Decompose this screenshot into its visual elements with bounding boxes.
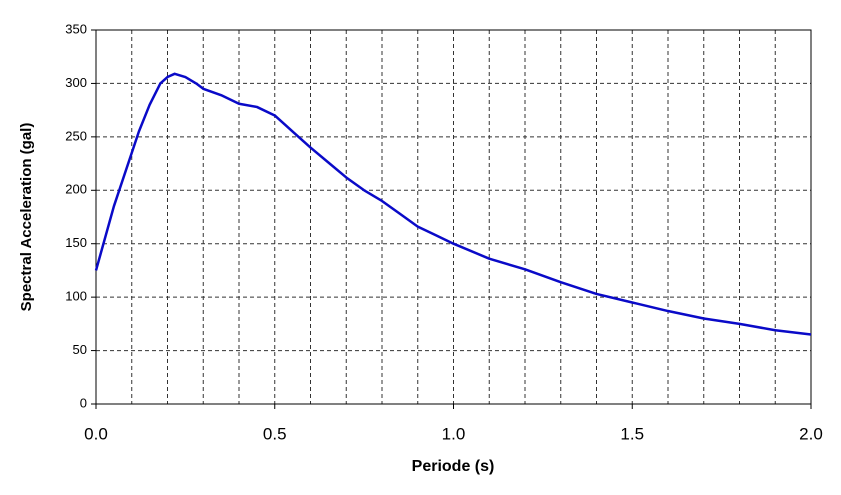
y-tick-label: 100	[65, 289, 87, 304]
y-tick-label: 300	[65, 75, 87, 90]
y-tick-label: 50	[73, 342, 87, 357]
y-tick-label: 350	[65, 21, 87, 36]
x-tick-label: 0.5	[263, 424, 287, 443]
y-tick-label: 250	[65, 128, 87, 143]
x-tick-label: 1.5	[620, 424, 644, 443]
x-tick-label: 1.0	[442, 424, 466, 443]
plot-border	[95, 29, 812, 405]
x-tick-label: 2.0	[799, 424, 823, 443]
x-axis-label: Periode (s)	[412, 458, 495, 475]
y-tick-label: 200	[65, 182, 87, 197]
data-line	[94, 72, 812, 336]
x-tick-label: 0.0	[84, 424, 108, 443]
y-tick-label: 0	[80, 395, 87, 410]
y-axis-label: Spectral Acceleration (gal)	[18, 123, 35, 312]
y-tick-label: 150	[65, 235, 87, 250]
